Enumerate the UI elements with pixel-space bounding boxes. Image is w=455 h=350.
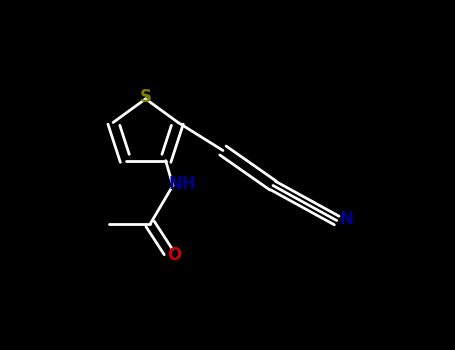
Text: NH: NH [168, 175, 196, 193]
Text: N: N [340, 210, 354, 229]
Text: O: O [167, 246, 182, 264]
Text: S: S [140, 88, 152, 106]
